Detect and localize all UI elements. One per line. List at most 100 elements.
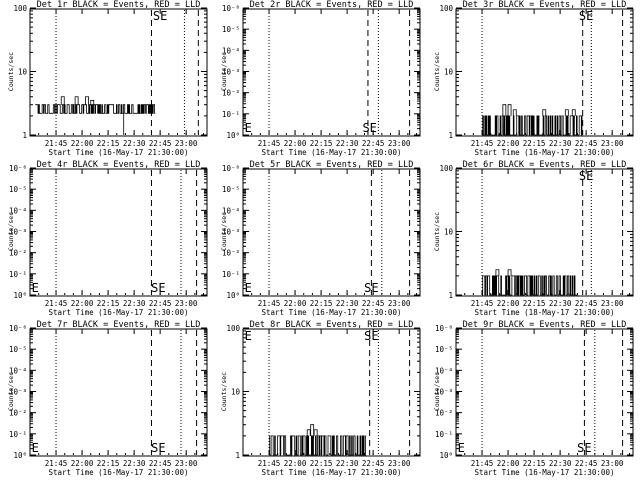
x-tick-label: 22:15 <box>310 139 333 148</box>
y-tick-label: 100 <box>439 164 453 173</box>
plot-frame <box>242 8 421 137</box>
series-spike <box>310 424 315 436</box>
y-tick-label: 10⁻¹ <box>222 110 240 119</box>
chart-title: Det 9r BLACK = Events, RED = LLD <box>463 320 627 330</box>
y-tick-label: 10⁻³ <box>9 388 27 397</box>
x-axis-label: Start Time (16-May-17 21:30:00) <box>262 148 402 157</box>
x-tick-label: 21:45 <box>258 459 281 468</box>
x-tick-label: 22:45 <box>575 459 598 468</box>
chart-panel: Det 9r BLACK = Events, RED = LLD 10⁰ 10⁻¹ 1… <box>433 320 634 477</box>
y-tick-label: 10⁻³ <box>435 388 453 397</box>
series-spike <box>571 109 576 116</box>
series-spike <box>495 269 500 276</box>
x-tick-label: 23:00 <box>601 139 624 148</box>
event-marker: SE <box>577 441 591 455</box>
x-tick-label: 22:00 <box>497 139 520 148</box>
plot-frame <box>29 8 208 137</box>
y-tick-label: 10 <box>231 388 241 397</box>
event-marker: E <box>245 281 252 295</box>
events-series-line <box>269 435 367 456</box>
chart-panel: Det 8r BLACK = Events, RED = LLD 1 10 100 21… <box>220 320 421 477</box>
plot-frame <box>455 168 634 297</box>
plot-frame <box>242 328 421 457</box>
y-tick-label: 10⁻³ <box>222 68 240 77</box>
x-tick-label: 23:00 <box>175 139 198 148</box>
event-marker: SE <box>362 121 376 135</box>
plot-frame <box>455 8 634 137</box>
chart-panel: Det 4r BLACK = Events, RED = LLD 10⁰ 10⁻¹ 1… <box>7 160 208 317</box>
plot-frame <box>29 168 208 297</box>
plot-frame <box>29 328 208 457</box>
x-tick-label: 22:15 <box>523 299 546 308</box>
plot-frame <box>242 168 421 297</box>
x-tick-label: 22:45 <box>149 459 172 468</box>
y-tick-label: 10⁻⁴ <box>435 366 453 375</box>
y-tick-label: 10⁻⁵ <box>222 25 240 34</box>
event-marker: E <box>245 121 252 135</box>
events-series-line <box>35 104 156 114</box>
chart-panel: Det 7r BLACK = Events, RED = LLD 10⁰ 10⁻¹ 1… <box>7 320 208 477</box>
x-tick-label: 21:45 <box>45 299 68 308</box>
x-tick-label: 22:30 <box>123 139 146 148</box>
y-tick-label: 10⁻⁵ <box>9 185 27 194</box>
y-tick-label: 10⁻⁶ <box>222 4 240 13</box>
chart-panel: Det 3r BLACK = Events, RED = LLD 1 10 100 21… <box>433 0 634 157</box>
x-tick-label: 22:45 <box>575 299 598 308</box>
x-tick-label: 22:45 <box>362 299 385 308</box>
y-tick-label: 10 <box>18 68 28 77</box>
event-marker: SE <box>364 329 378 343</box>
x-axis-label: Start Time (16-May-17 21:30:00) <box>49 308 189 317</box>
y-axis-label: Counts/sec <box>220 212 228 251</box>
y-tick-label: 10⁰ <box>13 291 27 300</box>
x-tick-label: 22:15 <box>97 299 120 308</box>
event-marker: E <box>32 281 39 295</box>
x-tick-label: 22:30 <box>336 299 359 308</box>
x-tick-label: 22:00 <box>71 299 94 308</box>
chart-panel: Det 1r BLACK = Events, RED = LLD 1 10 100 21… <box>7 0 208 157</box>
event-marker: SE <box>579 169 593 183</box>
y-tick-label: 10 <box>444 228 454 237</box>
x-tick-label: 22:45 <box>575 139 598 148</box>
series-spike <box>60 96 65 105</box>
y-tick-label: 10 <box>444 68 454 77</box>
chart-title: Det 3r BLACK = Events, RED = LLD <box>463 0 627 10</box>
x-tick-label: 22:30 <box>549 139 572 148</box>
y-tick-label: 1 <box>235 451 240 460</box>
y-tick-label: 10⁻¹ <box>9 430 27 439</box>
x-tick-label: 23:00 <box>388 459 411 468</box>
x-tick-label: 22:00 <box>284 299 307 308</box>
y-tick-label: 10⁰ <box>226 131 240 140</box>
y-tick-label: 10⁻² <box>9 249 27 258</box>
x-tick-label: 23:00 <box>388 299 411 308</box>
series-spike <box>564 109 569 116</box>
y-axis-label: Counts/sec <box>7 52 15 91</box>
x-tick-label: 23:00 <box>601 459 624 468</box>
y-tick-label: 10⁻² <box>9 409 27 418</box>
x-tick-label: 23:00 <box>175 459 198 468</box>
x-tick-label: 22:15 <box>97 459 120 468</box>
y-tick-label: 10⁻⁵ <box>435 345 453 354</box>
series-spike <box>85 96 89 105</box>
x-axis-label: Start Time (16-May-17 21:30:00) <box>49 468 189 477</box>
series-spike <box>512 109 517 116</box>
events-series-line <box>482 275 578 296</box>
x-axis-label: Start Time (18-May-17 21:30:00) <box>475 308 615 317</box>
series-spike <box>502 104 507 116</box>
x-tick-label: 21:45 <box>258 139 281 148</box>
chart-title: Det 6r BLACK = Events, RED = LLD <box>463 160 627 170</box>
x-tick-label: 22:30 <box>549 299 572 308</box>
series-spike <box>306 429 311 436</box>
y-tick-label: 10⁻⁵ <box>9 345 27 354</box>
chart-title: Det 7r BLACK = Events, RED = LLD <box>37 320 201 330</box>
y-tick-label: 10⁻² <box>222 249 240 258</box>
series-spike <box>90 100 95 105</box>
x-tick-label: 22:15 <box>310 459 333 468</box>
y-tick-label: 1 <box>448 131 453 140</box>
x-axis-label: Start Time (16-May-17 21:30:00) <box>262 308 402 317</box>
y-tick-label: 10⁻⁶ <box>9 164 27 173</box>
y-tick-label: 10⁻⁶ <box>435 324 453 333</box>
y-axis-label: Counts/sec <box>433 52 441 91</box>
x-axis-label: Start Time (16-May-17 21:30:00) <box>475 148 615 157</box>
event-marker: E <box>245 329 252 343</box>
